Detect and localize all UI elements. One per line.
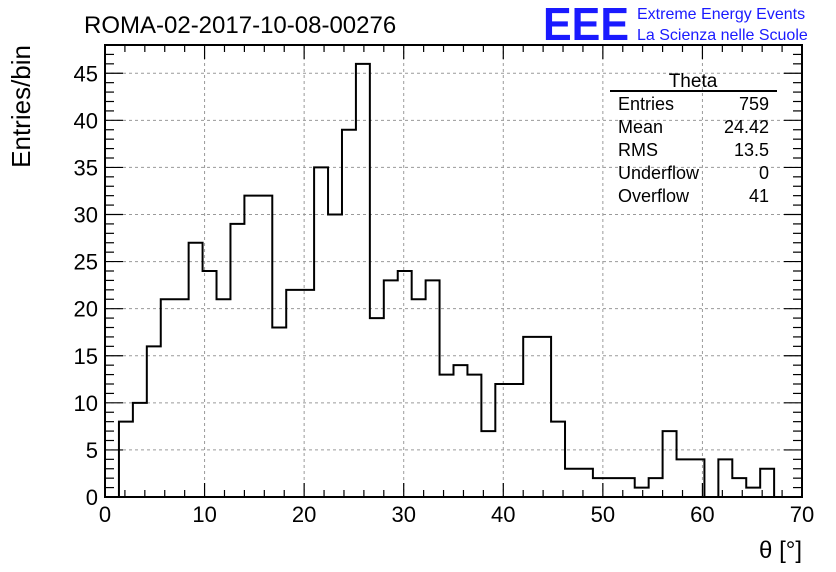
- x-tick-label: 10: [192, 502, 216, 527]
- logo-line-1: Extreme Energy Events: [637, 6, 805, 23]
- stats-row-label: Overflow: [618, 186, 690, 206]
- logo-mark: EEE: [543, 0, 629, 50]
- x-tick-label: 50: [591, 502, 615, 527]
- y-tick-label: 15: [74, 344, 98, 369]
- y-tick-label: 25: [74, 250, 98, 275]
- x-tick-label: 0: [99, 502, 111, 527]
- stats-box: Theta Entries 759 Mean 24.42 RMS 13.5 Underflo…: [610, 71, 777, 206]
- stats-rows: Entries 759 Mean 24.42 RMS 13.5 Underflow 0 Over…: [618, 94, 769, 206]
- y-axis-label: Entries/bin: [6, 45, 36, 168]
- y-tick-label: 20: [74, 297, 98, 322]
- stats-row-value: 0: [759, 163, 769, 183]
- stats-row-value: 13.5: [734, 140, 769, 160]
- stats-row-value: 24.42: [724, 117, 769, 137]
- y-tick-label: 45: [74, 61, 98, 86]
- stats-row-label: Entries: [618, 94, 674, 114]
- y-tick-label: 0: [86, 485, 98, 510]
- histogram-line: [117, 62, 789, 498]
- y-tick-label: 40: [74, 108, 98, 133]
- stats-row-value: 759: [739, 94, 769, 114]
- stats-row-label: RMS: [618, 140, 658, 160]
- plot-frame: [104, 44, 803, 498]
- stats-row-label: Mean: [618, 117, 663, 137]
- logo-line-2: La Scienza nelle Scuole: [637, 27, 808, 44]
- stats-title: Theta: [669, 71, 718, 92]
- y-tick-label: 10: [74, 391, 98, 416]
- x-tick-labels: 0 10 20 30 40 50 60 70: [99, 502, 814, 527]
- x-tick-label: 70: [790, 502, 814, 527]
- y-tick-label: 35: [74, 155, 98, 180]
- x-tick-label: 30: [391, 502, 415, 527]
- axis-ticks: [104, 44, 803, 498]
- stats-row-value: 41: [749, 186, 769, 206]
- y-tick-labels: 0 5 10 15 20 25 30 35 40 45: [74, 61, 98, 510]
- x-tick-label: 60: [690, 502, 714, 527]
- x-tick-label: 40: [491, 502, 515, 527]
- y-tick-label: 5: [86, 438, 98, 463]
- x-axis-label: θ [°]: [759, 537, 802, 564]
- grid-lines: [105, 45, 802, 497]
- run-title: ROMA-02-2017-10-08-00276: [84, 12, 396, 39]
- x-tick-label: 20: [292, 502, 316, 527]
- eee-logo: EEE Extreme Energy Events La Scienza nel…: [543, 0, 808, 50]
- y-tick-label: 30: [74, 203, 98, 228]
- stats-row-label: Underflow: [618, 163, 700, 183]
